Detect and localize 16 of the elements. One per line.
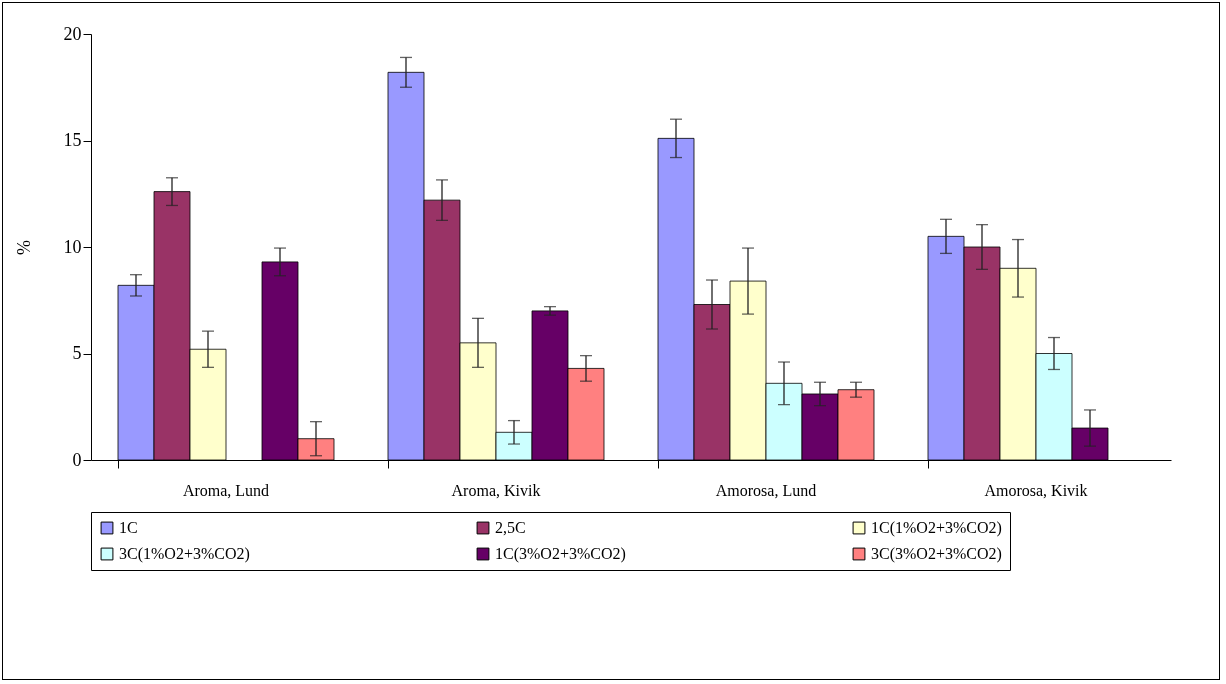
y-tick-label: 20	[63, 23, 82, 44]
y-tick-label: 0	[72, 449, 82, 470]
legend-label: 2,5C	[495, 519, 526, 536]
y-tick-label: 5	[72, 343, 82, 363]
y-tick-label: 15	[63, 130, 82, 150]
x-tick-label: Aroma, Lund	[182, 481, 270, 499]
x-tick-label: Aroma, Kivik	[451, 481, 541, 499]
x-tick-label: Amorosa, Lund	[715, 481, 817, 499]
legend-label: 1C(1%O2+3%CO2)	[871, 519, 1002, 537]
legend-label: 3C(1%O2+3%CO2)	[119, 545, 250, 563]
y-tick-label: 10	[63, 236, 82, 257]
legend-label: 1C(3%O2+3%CO2)	[495, 545, 626, 563]
legend-label: 1C	[119, 519, 138, 536]
y-axis-title: %	[13, 240, 34, 255]
x-tick-label: Amorosa, Kivik	[984, 481, 1088, 499]
legend-label: 3C(3%O2+3%CO2)	[871, 545, 1002, 563]
